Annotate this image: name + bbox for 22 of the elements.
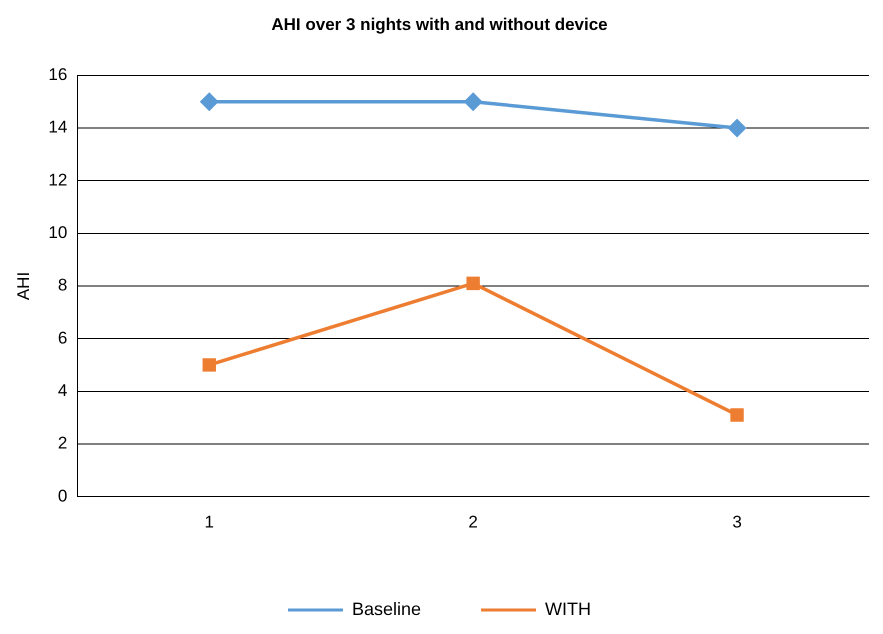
point (464, 92, 482, 110)
y-tick-label: 0 (58, 486, 68, 506)
x-tick-label: 1 (204, 512, 214, 532)
point (466, 276, 480, 290)
legend-label: Baseline (352, 598, 422, 619)
point (200, 92, 218, 110)
y-tick-label: 10 (48, 223, 68, 242)
y-tick-label: 16 (48, 65, 68, 84)
x-tick-label: 2 (468, 512, 478, 532)
chart-title: AHI over 3 nights with and without device (271, 14, 608, 34)
y-tick-label: 4 (58, 380, 68, 400)
point (730, 408, 744, 422)
point (202, 358, 216, 372)
y-tick-label: 12 (48, 170, 68, 190)
point (728, 119, 746, 137)
y-axis-title: AHI (14, 272, 33, 300)
y-tick-label: 6 (58, 328, 68, 348)
x-tick-label: 3 (732, 512, 742, 532)
y-tick-label: 2 (58, 434, 68, 453)
y-tick-label: 8 (58, 276, 68, 295)
legend-label: WITH (545, 598, 592, 619)
y-tick-label: 14 (48, 118, 68, 137)
